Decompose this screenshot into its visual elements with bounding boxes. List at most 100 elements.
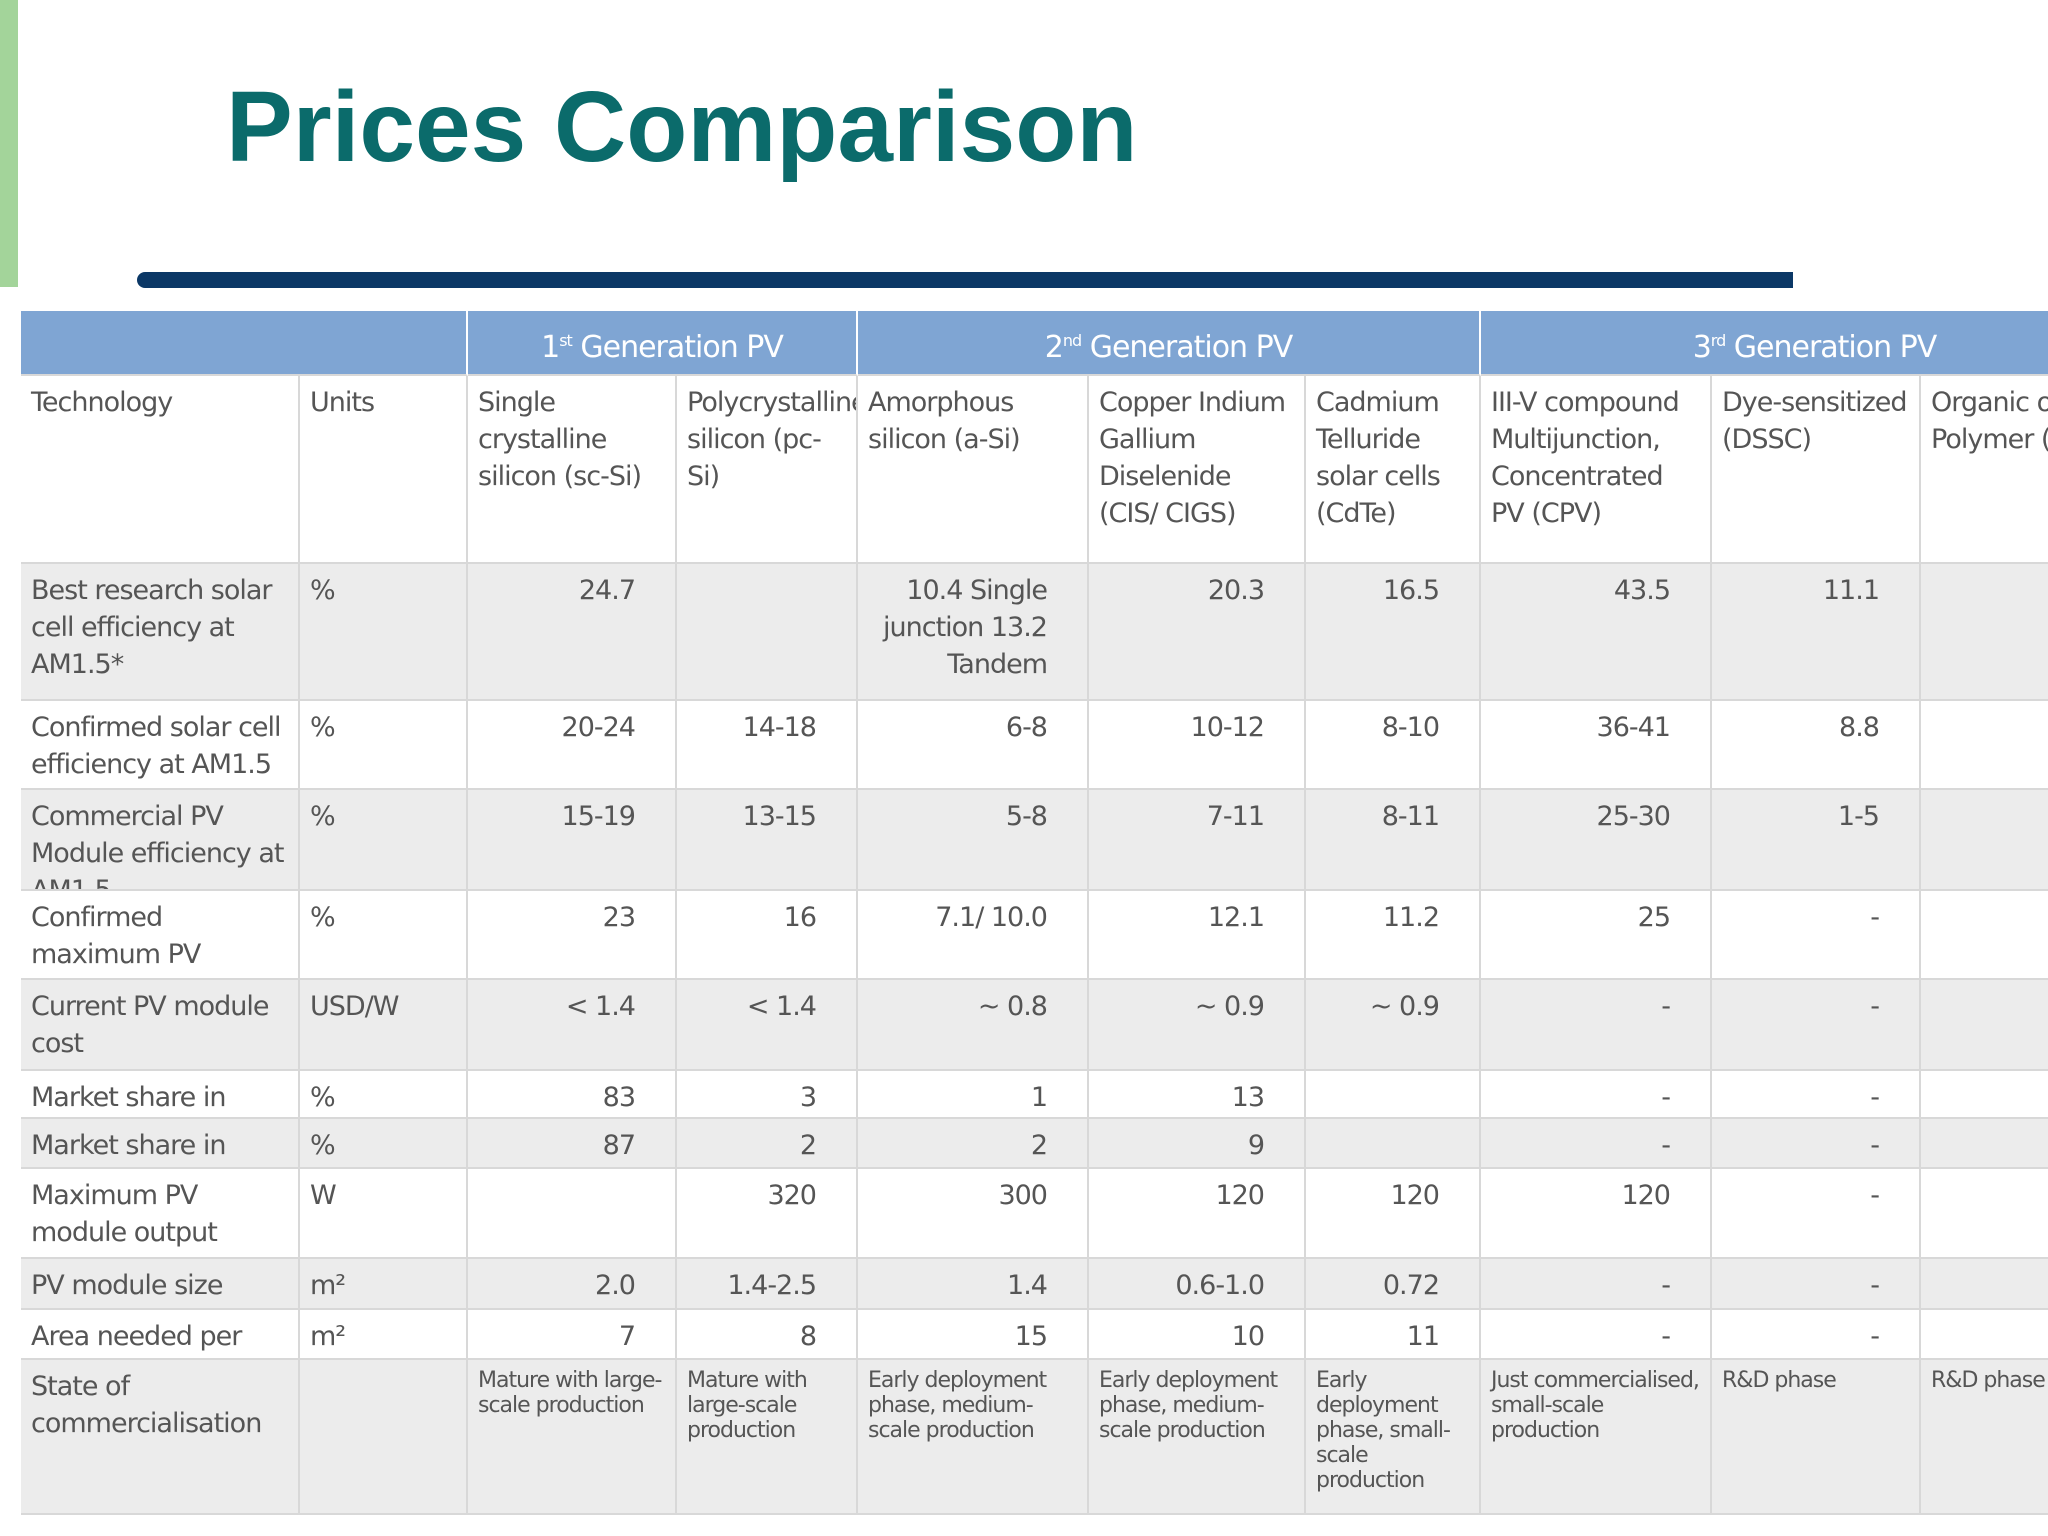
slide-title: Prices Comparison [226, 71, 1138, 183]
group-header: 1st Generation PV [468, 311, 858, 376]
row-label: Commercial PV Module efficiency at AM1.5 [21, 790, 300, 891]
column-header: Organic or Polymer (OPV) [1921, 376, 2048, 564]
column-header: Amorphous silicon (a-Si) [858, 376, 1089, 564]
table-cell: 10 [1089, 1310, 1306, 1360]
table-cell: R&D phase [1712, 1360, 1921, 1515]
table-cell: Mature with large-scale production [677, 1360, 858, 1515]
table-cell: 16 [677, 891, 858, 980]
row-label: State of commercialisation [21, 1360, 300, 1515]
table-cell: - [1481, 1310, 1712, 1360]
table-cell: 1.4-2.5 [677, 1259, 858, 1310]
table-cell: W [300, 1169, 468, 1259]
table-cell: 9 [1089, 1119, 1306, 1169]
table-cell: 8-11 [1306, 790, 1481, 891]
table-cell: ~ 0.9 [1089, 980, 1306, 1071]
table-cell: 24.7 [468, 564, 677, 701]
table-cell [468, 1169, 677, 1259]
row-label: Area needed per kW [21, 1310, 300, 1360]
table-cell: 0.6-1.0 [1089, 1259, 1306, 1310]
table-cell: - [1921, 980, 2048, 1071]
table-cell: - [1921, 1119, 2048, 1169]
column-header: Copper Indium Gallium Diselenide (CIS/ C… [1089, 376, 1306, 564]
table-cell: % [300, 891, 468, 980]
table-cell: 23 [468, 891, 677, 980]
column-header: Polycrystalline silicon (pc-Si) [677, 376, 858, 564]
row-label: Confirmed maximum PV Module efficiency [21, 891, 300, 980]
table-cell: 20.3 [1089, 564, 1306, 701]
column-header: Dye-sensitized (DSSC) [1712, 376, 1921, 564]
table-cell: 11.1 [1712, 564, 1921, 701]
table-cell: m² [300, 1259, 468, 1310]
table-cell: 11.1 [1921, 564, 2048, 701]
table-cell: - [1921, 1169, 2048, 1259]
table-cell: Early deployment phase, medium-scale pro… [858, 1360, 1089, 1515]
accent-bar [0, 0, 18, 287]
table-cell: 2.0 [468, 1259, 677, 1310]
table-cell: 8-10 [1306, 701, 1481, 790]
table-cell: Mature with large-scale production [468, 1360, 677, 1515]
table-cell: 87 [468, 1119, 677, 1169]
table-cell: 13-15 [677, 790, 858, 891]
column-header: Single crystalline silicon (sc-Si) [468, 376, 677, 564]
table-cell: 7.1/ 10.0 [858, 891, 1089, 980]
table-cell: 15-19 [468, 790, 677, 891]
table-cell: % [300, 1071, 468, 1119]
group-header: 2nd Generation PV [858, 311, 1481, 376]
table-cell: 120 [1306, 1169, 1481, 1259]
table-cell: % [300, 564, 468, 701]
table-cell [300, 1360, 468, 1515]
table-cell: USD/W [300, 980, 468, 1071]
table-cell: 11.2 [1306, 891, 1481, 980]
table-cell [1306, 1071, 1481, 1119]
table-cell: 25 [1481, 891, 1712, 980]
table-cell: - [1712, 1169, 1921, 1259]
table-cell: 8.3 [1921, 701, 2048, 790]
table-cell: 5-8 [858, 790, 1089, 891]
table-cell: 1.4 [858, 1259, 1089, 1310]
table-cell: 1-5 [1712, 790, 1921, 891]
table-cell: 14-18 [677, 701, 858, 790]
row-label: PV module size [21, 1259, 300, 1310]
group-label: Generation PV [580, 330, 784, 365]
table-cell: 300 [858, 1169, 1089, 1259]
table-cell: 320 [677, 1169, 858, 1259]
table-cell: - [1921, 1310, 2048, 1360]
table-cell: 10.4 Single junction 13.2 Tandem [858, 564, 1089, 701]
table-cell: 1 [858, 1071, 1089, 1119]
group-ordinal: 1 [541, 330, 560, 365]
table-cell: - [1712, 1071, 1921, 1119]
table-cell: 10-12 [1089, 701, 1306, 790]
group-suffix: st [559, 331, 573, 350]
table-cell: - [1712, 1259, 1921, 1310]
table-cell: - [1712, 980, 1921, 1071]
row-label: Market share in 2009 [21, 1071, 300, 1119]
table-cell: m² [300, 1310, 468, 1360]
table-cell: - [1712, 1119, 1921, 1169]
column-header: Units [300, 376, 468, 564]
column-header: Cadmium Telluride solar cells (CdTe) [1306, 376, 1481, 564]
row-label: Market share in 2010 [21, 1119, 300, 1169]
group-suffix: rd [1710, 331, 1726, 350]
table-cell: ~ 0.9 [1306, 980, 1481, 1071]
table-cell: 83 [468, 1071, 677, 1119]
table-cell: 12.1 [1089, 891, 1306, 980]
table-cell: 25-30 [1481, 790, 1712, 891]
table-cell: 7 [468, 1310, 677, 1360]
table-cell: - [1481, 980, 1712, 1071]
group-ordinal: 2 [1044, 330, 1064, 365]
table-cell: - [1921, 1071, 2048, 1119]
group-header: 3rd Generation PV [1481, 311, 2048, 376]
row-label: Maximum PV module output power [21, 1169, 300, 1259]
table-cell: 1 [1921, 790, 2048, 891]
table-cell: 15 [858, 1310, 1089, 1360]
table-cell: Early deployment phase, medium-scale pro… [1089, 1360, 1306, 1515]
table-cell: 2 [677, 1119, 858, 1169]
title-rule [137, 272, 1793, 288]
table-cell: < 1.4 [468, 980, 677, 1071]
table-cell: 3 [677, 1071, 858, 1119]
table-cell: - [1481, 1259, 1712, 1310]
table-cell: ~ 0.8 [858, 980, 1089, 1071]
row-label: Current PV module cost [21, 980, 300, 1071]
table-cell: - [1712, 1310, 1921, 1360]
